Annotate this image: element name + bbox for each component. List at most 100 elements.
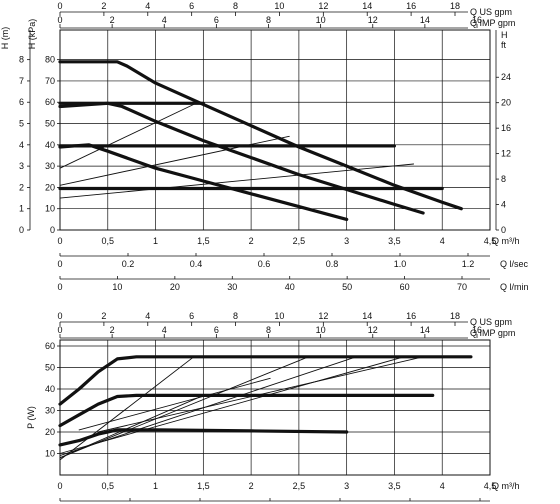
y-tick-label: 50 [45, 363, 55, 373]
imp-gpm-label: Q IMP gpm [470, 328, 515, 338]
imp-gpm-tick-label: 2 [110, 325, 115, 335]
x-tick-label: 0,5 [102, 481, 115, 491]
x-tick-label: 0 [57, 481, 62, 491]
control-line-8 [59, 163, 415, 199]
us-gpm-tick-label: 18 [450, 1, 460, 11]
h-m-tick-label: 6 [19, 97, 24, 107]
h-ft-label: ft [501, 40, 507, 50]
us-gpm-label: Q US gpm [470, 7, 512, 17]
y-tick-label: 20 [45, 182, 55, 192]
control-line-3 [59, 356, 195, 461]
imp-gpm-tick-label: 0 [57, 15, 62, 25]
x-tick-label: 0 [57, 236, 62, 246]
x-tick-label: 1 [153, 481, 158, 491]
us-gpm-tick-label: 10 [274, 1, 284, 11]
x-tick-label: 4,5 [484, 481, 497, 491]
h-m-tick-label: 3 [19, 161, 24, 171]
h-ft-tick-label: 16 [501, 123, 511, 133]
us-gpm-tick-label: 4 [145, 1, 150, 11]
us-gpm-tick-label: 12 [318, 1, 328, 11]
imp-gpm-tick-label: 4 [162, 325, 167, 335]
l-sec-tick-label: 0.2 [122, 259, 135, 269]
us-gpm-tick-label: 6 [189, 1, 194, 11]
us-gpm-tick-label: 16 [406, 311, 416, 321]
h-ft-tick-label: 24 [501, 72, 511, 82]
us-gpm-tick-label: 8 [233, 311, 238, 321]
imp-gpm-tick-label: 14 [420, 325, 430, 335]
us-gpm-tick-label: 10 [274, 311, 284, 321]
x-tick-label: 0,5 [102, 236, 115, 246]
imp-gpm-tick-label: 14 [420, 15, 430, 25]
l-min-label: Q l/min [500, 282, 529, 292]
h-m-tick-label: 7 [19, 76, 24, 86]
control-line-7 [59, 394, 204, 459]
x-tick-label: 3 [344, 236, 349, 246]
plot-frame [59, 339, 491, 476]
x-tick-label: 1 [153, 236, 158, 246]
imp-gpm-tick-label: 10 [316, 325, 326, 335]
imp-gpm-tick-label: 10 [316, 15, 326, 25]
control-line-6 [59, 356, 405, 454]
l-sec-label: Q l/sec [500, 259, 529, 269]
l-min-tick-label: 60 [400, 282, 410, 292]
us-gpm-tick-label: 0 [57, 1, 62, 11]
imp-gpm-tick-label: 12 [368, 15, 378, 25]
h-m-tick-label: 2 [19, 182, 24, 192]
us-gpm-tick-label: 14 [362, 1, 372, 11]
x-tick-label: 1,5 [197, 236, 210, 246]
y-tick-label: 20 [45, 427, 55, 437]
y-tick-label: 10 [45, 449, 55, 459]
h-m-tick-label: 1 [19, 204, 24, 214]
performance-curve-2 [58, 428, 349, 447]
l-min-tick-label: 10 [112, 282, 122, 292]
imp-gpm-tick-label: 8 [266, 325, 271, 335]
performance-curve-0 [58, 355, 473, 406]
l-sec-tick-label: 0.8 [326, 259, 339, 269]
l-min-tick-label: 20 [170, 282, 180, 292]
l-min-tick-label: 70 [457, 282, 467, 292]
x-tick-label: 2,5 [293, 236, 306, 246]
imp-gpm-tick-label: 2 [110, 15, 115, 25]
us-gpm-tick-label: 14 [362, 311, 372, 321]
y-tick-label: 70 [45, 76, 55, 86]
l-sec-tick-label: 0 [57, 259, 62, 269]
performance-curve-0 [58, 60, 463, 211]
x-tick-label: 3 [344, 481, 349, 491]
y-tick-label: 30 [45, 406, 55, 416]
x-tick-label: 4 [440, 481, 445, 491]
us-gpm-tick-label: 0 [57, 311, 62, 321]
imp-gpm-tick-label: 6 [214, 15, 219, 25]
l-sec-tick-label: 0.4 [190, 259, 203, 269]
us-gpm-tick-label: 12 [318, 311, 328, 321]
h-ft-tick-label: 0 [501, 225, 506, 235]
l-sec-tick-label: 0.6 [258, 259, 271, 269]
l-min-tick-label: 40 [285, 282, 295, 292]
h-ft-tick-label: 12 [501, 149, 511, 159]
l-min-tick-label: 30 [227, 282, 237, 292]
h-m-tick-label: 4 [19, 140, 24, 150]
x-tick-label: 3,5 [388, 481, 401, 491]
x-tick-label: 3,5 [388, 236, 401, 246]
x-tick-label: 4 [440, 236, 445, 246]
imp-gpm-tick-label: 12 [368, 325, 378, 335]
imp-gpm-tick-label: 8 [266, 15, 271, 25]
h-m-tick-label: 0 [19, 225, 24, 235]
l-min-tick-label: 50 [342, 282, 352, 292]
h-m-label: H (m) [0, 27, 10, 50]
x-tick-label: 2,5 [293, 481, 306, 491]
y-tick-label: 60 [45, 341, 55, 351]
y-tick-label: 40 [45, 384, 55, 394]
h-ft-tick-label: 20 [501, 98, 511, 108]
x-axis-label: Q m³/h [492, 236, 520, 246]
y-axis-label: P (W) [26, 406, 36, 429]
x-tick-label: 2 [249, 236, 254, 246]
us-gpm-label: Q US gpm [470, 317, 512, 327]
control-line-4 [59, 356, 309, 459]
imp-gpm-tick-label: 4 [162, 15, 167, 25]
control-line-6 [59, 103, 195, 169]
y-tick-label: 80 [45, 55, 55, 65]
x-tick-label: 1,5 [197, 481, 210, 491]
us-gpm-tick-label: 18 [450, 311, 460, 321]
